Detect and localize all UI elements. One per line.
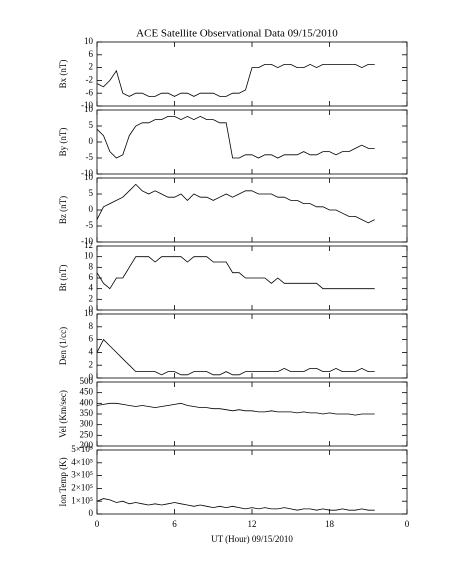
- y-tick-label: 4×10⁵: [71, 457, 93, 467]
- y-tick-label: -5: [86, 220, 94, 230]
- y-tick-label: 0: [89, 304, 94, 314]
- y-tick-label: 10: [84, 104, 94, 114]
- y-tick-label: 350: [80, 408, 94, 418]
- x-tick-label: 6: [172, 519, 177, 529]
- data-line: [96, 498, 375, 511]
- y-tick-label: 2: [89, 359, 94, 369]
- data-line: [96, 338, 375, 376]
- y-tick-label: 10: [84, 172, 94, 182]
- y-tick-label: 5×10⁵: [71, 444, 93, 454]
- y-tick-label: 6: [89, 334, 94, 344]
- y-tick-label: 400: [80, 397, 94, 407]
- chart-title: ACE Satellite Observational Data 09/15/2…: [136, 28, 338, 40]
- data-line: [96, 115, 375, 159]
- y-tick-label: 10: [84, 308, 94, 318]
- y-tick-label: 2×10⁵: [71, 482, 93, 492]
- x-tick-label: 12: [248, 519, 257, 529]
- y-axis-label: Bz (nT): [58, 196, 68, 224]
- y-tick-label: 300: [80, 419, 94, 429]
- y-tick-label: -10: [81, 236, 93, 246]
- x-tick-label: 18: [325, 519, 335, 529]
- y-tick-label: -6: [86, 87, 94, 97]
- y-axis-label: By (nT): [58, 128, 68, 157]
- y-tick-label: 6: [89, 272, 94, 282]
- y-axis-label: Bx (nT): [58, 60, 68, 89]
- x-tick-label: 0: [405, 519, 410, 529]
- y-tick-label: 0: [89, 372, 94, 382]
- y-tick-label: 1×10⁵: [71, 495, 93, 505]
- y-tick-label: 500: [80, 376, 94, 386]
- y-tick-label: 5: [89, 188, 94, 198]
- y-tick-label: 0: [89, 204, 94, 214]
- data-line: [96, 183, 375, 224]
- data-line: [96, 402, 375, 416]
- y-tick-label: 0: [89, 508, 94, 518]
- y-tick-label: 450: [80, 387, 94, 397]
- y-tick-label: 2: [89, 62, 94, 72]
- y-tick-label: 0: [89, 136, 94, 146]
- y-axis-label: Den (1/cc): [58, 327, 68, 365]
- y-axis-label: Vel (Km/sec): [58, 390, 68, 438]
- y-tick-label: -10: [81, 168, 93, 178]
- y-axis-label: Ion Temp (K): [58, 457, 68, 506]
- y-tick-label: 5: [89, 120, 94, 130]
- y-tick-label: -2: [86, 74, 94, 84]
- y-tick-label: 10: [84, 251, 94, 261]
- data-line: [96, 256, 375, 290]
- y-tick-label: -5: [86, 152, 94, 162]
- y-tick-label: 4: [89, 283, 94, 293]
- y-axis-label: Bt (nT): [58, 265, 68, 292]
- y-tick-label: 8: [89, 321, 94, 331]
- x-tick-label: 0: [95, 519, 100, 529]
- y-tick-label: 250: [80, 429, 94, 439]
- y-tick-label: -10: [81, 100, 93, 110]
- y-tick-label: 200: [80, 440, 94, 450]
- y-tick-label: 12: [84, 240, 93, 250]
- y-tick-label: 8: [89, 261, 94, 271]
- y-tick-label: 10: [84, 36, 94, 46]
- y-tick-label: 6: [89, 49, 94, 59]
- x-axis-label: UT (Hour) 09/15/2010: [211, 534, 293, 544]
- y-tick-label: 2: [89, 293, 94, 303]
- y-tick-label: 4: [89, 346, 94, 356]
- y-tick-label: 3×10⁵: [71, 470, 93, 480]
- data-line: [96, 63, 375, 97]
